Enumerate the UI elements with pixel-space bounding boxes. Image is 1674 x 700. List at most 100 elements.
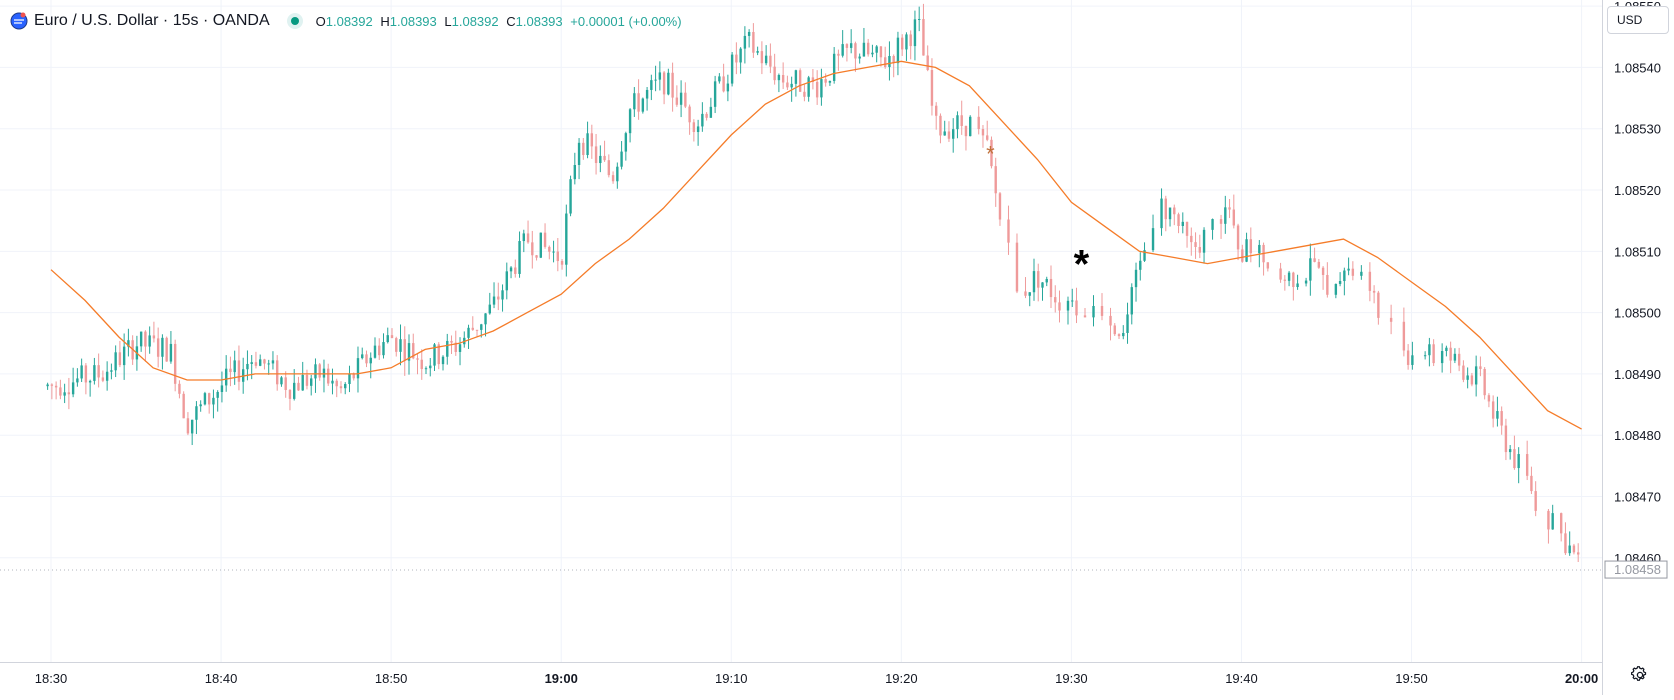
symbol-title[interactable]: Euro / U.S. Dollar · 15s · OANDA xyxy=(34,12,270,29)
candle-body xyxy=(497,296,500,300)
candle-body xyxy=(939,115,942,136)
candle-body xyxy=(454,342,457,352)
candle-body xyxy=(777,75,781,81)
candle-body xyxy=(1534,491,1537,511)
candle-body xyxy=(1445,347,1448,352)
candle-body xyxy=(590,133,594,147)
candle-body xyxy=(122,346,126,366)
candle-body xyxy=(76,378,79,383)
symbol-legend: Euro / U.S. Dollar · 15s · OANDA O1.0839… xyxy=(10,10,686,32)
price-tick-label: 1.08500 xyxy=(1614,306,1661,321)
candle-body xyxy=(1041,282,1044,288)
candle-body xyxy=(207,393,211,405)
eurusd-flag-icon[interactable] xyxy=(10,12,28,30)
candle-body xyxy=(1343,270,1346,282)
ohlc-values: O1.08392 H1.08393 L1.08392 C1.08393 +0.0… xyxy=(316,14,686,29)
candle-body xyxy=(892,56,895,64)
candle-body xyxy=(1466,375,1469,380)
candle-body xyxy=(199,404,202,407)
candle-body xyxy=(344,384,347,389)
open-value: O1.08392 xyxy=(315,13,373,29)
candle-body xyxy=(71,382,75,395)
candle-body xyxy=(1015,242,1019,292)
candle-body xyxy=(382,342,385,356)
candle-body xyxy=(1113,325,1116,335)
candle-body xyxy=(986,135,989,140)
marker-asterisk-small: * xyxy=(986,141,995,166)
candle-body xyxy=(1224,207,1227,224)
candle-body xyxy=(93,365,96,381)
candle-body xyxy=(1347,268,1350,271)
candle-body xyxy=(1326,274,1329,295)
currency-button[interactable]: USD xyxy=(1607,6,1669,34)
candle-body xyxy=(310,378,313,386)
candle-body xyxy=(318,364,321,378)
candle-body xyxy=(773,66,776,81)
candle-body xyxy=(1202,229,1206,253)
candle-body xyxy=(1368,271,1372,291)
candle-body xyxy=(1564,533,1567,554)
candle-body xyxy=(1181,221,1184,227)
candle-body xyxy=(1092,305,1095,318)
candle-body xyxy=(1139,260,1142,270)
price-tick-label: 1.08540 xyxy=(1614,60,1661,75)
candle-body xyxy=(458,344,462,352)
candle-body xyxy=(845,44,849,48)
candle-body xyxy=(1517,454,1520,469)
candle-body xyxy=(1428,344,1431,356)
candle-body xyxy=(964,125,968,137)
candle-body xyxy=(1479,366,1482,369)
candle-body xyxy=(437,344,440,365)
candle-body xyxy=(488,304,491,314)
candle-body xyxy=(922,19,925,56)
candle-body xyxy=(709,106,713,118)
candle-body xyxy=(662,72,666,95)
candle-body xyxy=(1500,411,1503,426)
candle-body xyxy=(641,98,645,112)
moving-average-line xyxy=(50,60,1582,430)
candle-body xyxy=(535,255,538,258)
candle-body xyxy=(522,233,525,242)
candle-body xyxy=(701,113,704,127)
candle-body xyxy=(616,166,619,182)
candle-body xyxy=(63,392,66,396)
candle-body xyxy=(127,340,130,347)
candle-body xyxy=(424,368,428,370)
candle-body xyxy=(509,267,513,272)
candle-body xyxy=(1572,545,1576,553)
candle-body xyxy=(841,44,844,56)
candle-body xyxy=(658,72,662,80)
candle-body xyxy=(1126,314,1129,333)
candle-body xyxy=(569,179,572,214)
candle-body xyxy=(1130,287,1133,315)
candle-body xyxy=(960,115,963,126)
candle-body xyxy=(84,365,88,383)
candle-body xyxy=(365,354,368,364)
candle-body xyxy=(224,368,228,386)
candle-body xyxy=(739,48,742,63)
time-tick-label: 18:50 xyxy=(375,671,408,686)
candle-body xyxy=(395,338,398,352)
candle-body xyxy=(378,345,381,356)
candle-body xyxy=(667,72,670,95)
candle-body xyxy=(539,232,543,258)
candle-body xyxy=(314,364,317,379)
time-tick-label: 19:20 xyxy=(885,671,918,686)
gear-icon[interactable] xyxy=(1628,663,1652,687)
candle-body xyxy=(1177,214,1180,227)
candle-body xyxy=(969,116,972,137)
candle-body xyxy=(1547,510,1550,530)
candle-body xyxy=(148,335,151,347)
candle-body xyxy=(781,75,785,83)
candle-body xyxy=(152,335,156,339)
candle-body xyxy=(190,419,194,434)
candle-body xyxy=(1360,271,1363,276)
candle-body xyxy=(59,387,62,396)
price-tick-label: 1.08520 xyxy=(1614,183,1661,198)
time-tick-label: 19:30 xyxy=(1055,671,1088,686)
time-tick-label: 20:00 xyxy=(1565,671,1598,686)
candle-body xyxy=(1083,315,1087,318)
candle-body xyxy=(573,165,577,180)
